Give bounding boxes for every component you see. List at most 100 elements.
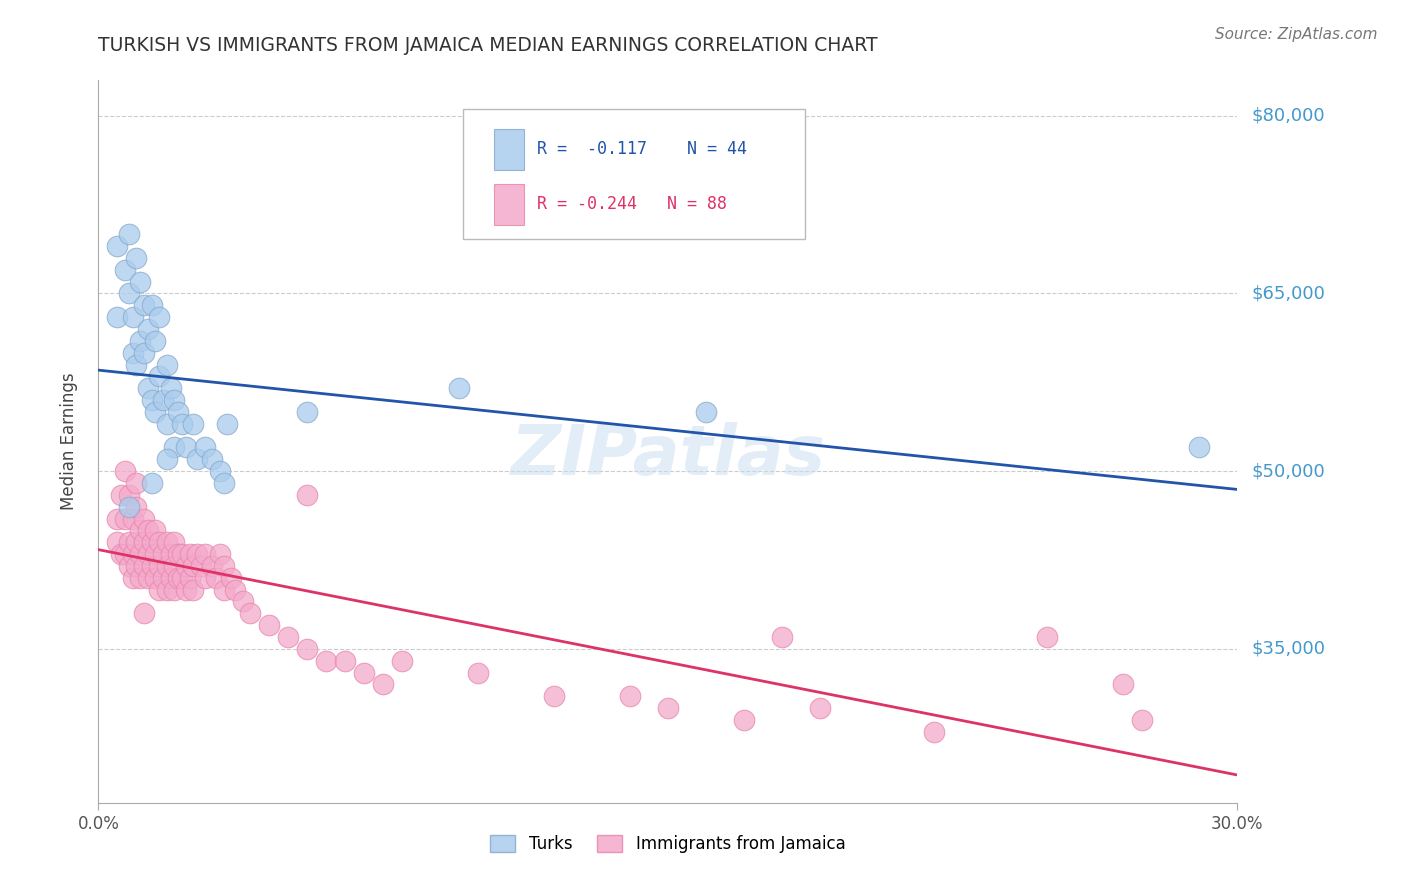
Point <box>141 558 163 573</box>
Point <box>808 701 831 715</box>
Point <box>174 441 197 455</box>
Point <box>129 524 152 538</box>
Point <box>194 571 217 585</box>
Point <box>156 535 179 549</box>
Point <box>159 547 181 561</box>
Point <box>107 239 129 253</box>
Point <box>232 594 254 608</box>
Point <box>167 547 190 561</box>
Point <box>619 689 641 703</box>
Point <box>159 571 181 585</box>
Point <box>353 665 375 680</box>
Point <box>1112 677 1135 691</box>
Point <box>174 558 197 573</box>
Text: $50,000: $50,000 <box>1251 462 1324 480</box>
Point <box>136 322 159 336</box>
Point <box>239 607 262 621</box>
FancyBboxPatch shape <box>494 128 524 169</box>
Point <box>156 558 179 573</box>
Point <box>174 582 197 597</box>
Point <box>118 535 141 549</box>
Point <box>277 630 299 644</box>
Point <box>145 571 167 585</box>
Point <box>107 511 129 525</box>
Point <box>163 393 186 408</box>
Point <box>186 452 208 467</box>
Text: Source: ZipAtlas.com: Source: ZipAtlas.com <box>1215 27 1378 42</box>
Point <box>125 558 148 573</box>
Point <box>922 724 945 739</box>
Point <box>224 582 246 597</box>
Point <box>183 582 205 597</box>
Point <box>136 547 159 561</box>
Point <box>136 571 159 585</box>
Point <box>148 369 170 384</box>
Point <box>194 547 217 561</box>
Point <box>148 582 170 597</box>
Point <box>163 558 186 573</box>
Point <box>201 452 224 467</box>
Point <box>141 298 163 312</box>
Point <box>136 524 159 538</box>
Point <box>114 262 136 277</box>
Point <box>156 358 179 372</box>
Point <box>183 417 205 431</box>
Point <box>205 571 228 585</box>
Text: ZIPatlas: ZIPatlas <box>510 423 825 490</box>
Point <box>190 558 212 573</box>
Point <box>125 358 148 372</box>
Point <box>121 310 143 325</box>
Legend: Turks, Immigrants from Jamaica: Turks, Immigrants from Jamaica <box>484 828 852 860</box>
Point <box>145 524 167 538</box>
Point <box>163 582 186 597</box>
Point <box>129 334 152 348</box>
Point <box>118 286 141 301</box>
Point <box>114 464 136 478</box>
Point <box>132 535 155 549</box>
Point <box>141 475 163 490</box>
Point <box>121 345 143 359</box>
Point <box>179 547 201 561</box>
Point <box>148 558 170 573</box>
Text: TURKISH VS IMMIGRANTS FROM JAMAICA MEDIAN EARNINGS CORRELATION CHART: TURKISH VS IMMIGRANTS FROM JAMAICA MEDIA… <box>98 36 877 54</box>
Point <box>114 547 136 561</box>
Point <box>212 558 235 573</box>
Point <box>148 535 170 549</box>
Point <box>141 535 163 549</box>
Point <box>695 405 717 419</box>
Point <box>125 500 148 514</box>
Point <box>657 701 679 715</box>
Point <box>208 464 231 478</box>
Point <box>156 452 179 467</box>
Text: $35,000: $35,000 <box>1251 640 1326 657</box>
Point <box>391 654 413 668</box>
Point <box>371 677 394 691</box>
Point <box>186 547 208 561</box>
Point <box>179 571 201 585</box>
Text: $65,000: $65,000 <box>1251 285 1324 302</box>
Point <box>221 571 243 585</box>
Point <box>110 547 132 561</box>
Point <box>297 405 319 419</box>
Point <box>148 310 170 325</box>
Point <box>121 511 143 525</box>
Point <box>1132 713 1154 727</box>
Point <box>129 547 152 561</box>
Point <box>733 713 755 727</box>
Point <box>152 393 174 408</box>
Text: R = -0.244   N = 88: R = -0.244 N = 88 <box>537 195 727 213</box>
Point <box>1036 630 1059 644</box>
FancyBboxPatch shape <box>463 109 804 239</box>
Point <box>159 381 181 395</box>
Point <box>110 488 132 502</box>
Point <box>156 417 179 431</box>
Point <box>107 535 129 549</box>
Point <box>152 571 174 585</box>
Point <box>129 571 152 585</box>
Point <box>132 298 155 312</box>
Point <box>212 475 235 490</box>
Point <box>167 571 190 585</box>
Point <box>145 405 167 419</box>
Point <box>770 630 793 644</box>
Point <box>163 441 186 455</box>
